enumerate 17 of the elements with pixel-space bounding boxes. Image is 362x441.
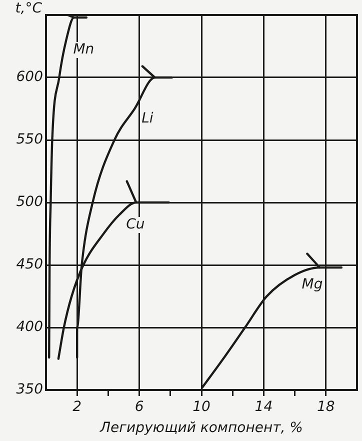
x-tick-label: 2 — [72, 399, 82, 416]
y-tick-label: 350 — [16, 382, 44, 398]
series-label: Li — [142, 110, 154, 126]
y-tick-label: 600 — [16, 69, 44, 86]
y-tick-label: 550 — [16, 132, 44, 148]
y-tick-label: 500 — [16, 194, 44, 210]
series-label: Mn — [73, 42, 94, 58]
y-tick-label: 450 — [16, 256, 44, 273]
y-tick-label: 400 — [16, 319, 44, 336]
x-tick-label: 10 — [192, 399, 210, 416]
x-axis-title: Легирующий компонент, % — [99, 420, 303, 436]
series-label: Mg — [302, 276, 323, 293]
y-axis-title: t,°C — [15, 0, 42, 17]
x-tick-label: 18 — [316, 399, 335, 416]
x-tick-label: 6 — [134, 399, 144, 416]
series-label: Cu — [126, 216, 145, 233]
x-tick-label: 14 — [254, 399, 273, 416]
